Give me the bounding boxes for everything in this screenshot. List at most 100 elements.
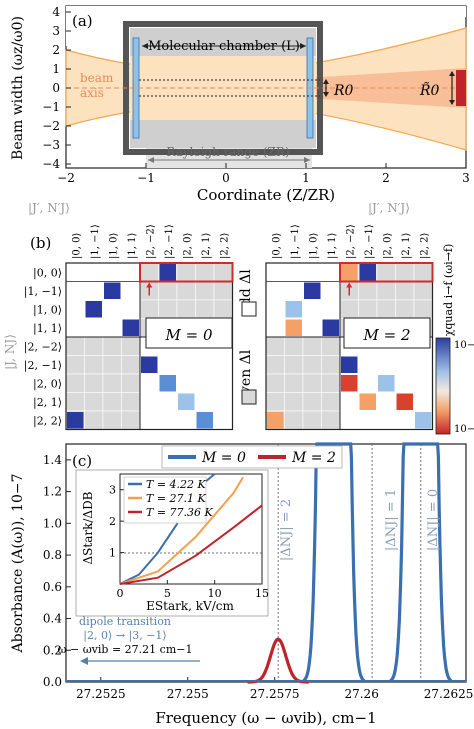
m2-cell xyxy=(302,318,322,338)
dipole-line-2: |2, 0⟩ → |3, −1⟩ xyxy=(83,629,166,643)
m0-highlight xyxy=(139,262,234,283)
panel-c-ylabel: Absorbance (A(ω)), 10−7 xyxy=(10,473,26,653)
m2-cell xyxy=(339,392,359,412)
row-state: |1, 0⟩ xyxy=(33,303,62,317)
a-ytick-label: 1 xyxy=(52,62,60,76)
col-state: |1, 0⟩ xyxy=(308,233,319,259)
row-state: |2, −2⟩ xyxy=(24,340,62,354)
m0-cell xyxy=(102,373,122,393)
m2-cell xyxy=(395,281,415,301)
m0-element xyxy=(178,393,195,410)
m0-cell xyxy=(121,355,141,375)
legend-m2: M = 2 xyxy=(291,450,336,466)
panel-a-label: (a) xyxy=(72,12,93,30)
col-state: |2, 2⟩ xyxy=(219,233,230,259)
m2-cell xyxy=(376,262,396,282)
col-state: |2, 1⟩ xyxy=(201,233,212,259)
m0-cell xyxy=(65,373,85,393)
c-ytick-label: 0.8 xyxy=(43,548,62,562)
m2-cell xyxy=(358,410,378,430)
a-ytick-label: 2 xyxy=(52,43,60,57)
m2-cell xyxy=(302,336,322,356)
a-xtick-label: 1 xyxy=(302,171,310,185)
m0-cell xyxy=(84,281,104,301)
c-ytick-label: 1.2 xyxy=(43,485,62,499)
m0-element xyxy=(67,412,84,429)
col-state: |2, −2⟩ xyxy=(145,224,156,259)
m0-cell xyxy=(121,410,141,430)
m0-cell xyxy=(139,299,159,319)
a-xtick-label: 0 xyxy=(222,171,230,185)
m2-cell xyxy=(413,373,433,393)
c-ytick-label: 1.0 xyxy=(43,516,62,530)
m2-cell xyxy=(302,299,322,319)
inset-xtick-label: 10 xyxy=(208,587,222,600)
inset: 0 5 10 15 1 2 3 T = 4.22 KT = 27.1 KT = 77.36 … xyxy=(75,469,269,617)
m0-peak xyxy=(389,442,453,683)
m2-element xyxy=(267,412,284,429)
m0-cell xyxy=(139,410,159,430)
r0-label: R0 xyxy=(333,83,354,99)
a-ytick-label: −3 xyxy=(42,138,60,152)
panel-b-label: (b) xyxy=(30,234,51,252)
m2-element xyxy=(285,319,302,336)
dipole-line-3: ω − ωvib = 27.21 cm−1 xyxy=(58,643,193,656)
inset-ytick-label: 2 xyxy=(109,515,116,528)
m0-cell xyxy=(121,373,141,393)
panel-c: 0.00.20.40.60.81.01.21.4 27.2525 27.255 27… xyxy=(10,442,473,727)
m2-element xyxy=(341,356,358,373)
m0-cell xyxy=(158,392,178,412)
m0-cell xyxy=(65,355,85,375)
inset-ylabel: ΔStark/ΔDB xyxy=(81,491,95,564)
a-xtick-label: 3 xyxy=(462,171,470,185)
m0-cell xyxy=(65,336,85,356)
a-ytick-label: 3 xyxy=(52,24,60,38)
m0-cell xyxy=(195,262,215,282)
inset-ytick-label: 3 xyxy=(109,484,116,497)
col-state: |2, 0⟩ xyxy=(382,233,393,259)
m2-cell xyxy=(321,281,341,301)
m0-cell xyxy=(121,392,141,412)
col-state-labels-m0: |0, 0⟩ |1, −1⟩ |1, 0⟩ |1, 1⟩ |2, −2⟩ |2, −1⟩ |… xyxy=(71,224,230,259)
m0-label-box xyxy=(145,317,233,349)
m2-cell xyxy=(321,373,341,393)
m0-cell xyxy=(213,373,233,393)
even-swatch xyxy=(241,389,257,405)
chamber-label: Molecular chamber (L) xyxy=(148,39,300,54)
m2-cell xyxy=(376,281,396,301)
col-state: |2, 1⟩ xyxy=(401,233,412,259)
inset-legend-label: T = 77.36 K xyxy=(146,506,214,519)
a-xtick-label: −1 xyxy=(137,171,155,185)
c-ytick-label: 0.4 xyxy=(43,612,62,626)
m2-cell xyxy=(265,281,285,301)
panel-c-xlabel: Frequency (ω − ωvib), cm−1 xyxy=(155,709,376,727)
m2-element xyxy=(415,412,432,429)
m2-cell xyxy=(321,392,341,412)
m0-element xyxy=(141,356,158,373)
matrix-m0 xyxy=(65,262,234,431)
m0-element xyxy=(159,264,176,281)
m0-cell xyxy=(176,299,196,319)
m0-cell xyxy=(139,262,159,282)
m2-element xyxy=(359,264,376,281)
m2-cell xyxy=(376,355,396,375)
m2-cell xyxy=(395,410,415,430)
dn1-label: |ΔNJ| = 1 xyxy=(384,489,399,551)
a-ytick-label: 4 xyxy=(52,5,60,19)
m2-cell xyxy=(413,355,433,375)
m0-cell xyxy=(158,281,178,301)
m0-cell xyxy=(84,262,104,282)
m2-cell xyxy=(413,281,433,301)
m2-cell xyxy=(284,410,304,430)
m2-cell xyxy=(376,299,396,319)
col-state: |2, 2⟩ xyxy=(419,233,430,259)
m0-cell xyxy=(139,373,159,393)
m2-cell xyxy=(321,336,341,356)
m0-cell xyxy=(121,281,141,301)
m2-cell xyxy=(358,355,378,375)
col-state: |2, −1⟩ xyxy=(164,224,175,259)
m2-cell xyxy=(395,299,415,319)
col-state: |1, 0⟩ xyxy=(108,233,119,259)
col-state: |1, 1⟩ xyxy=(327,233,338,259)
inset-legend-label: T = 27.1 K xyxy=(146,492,207,505)
